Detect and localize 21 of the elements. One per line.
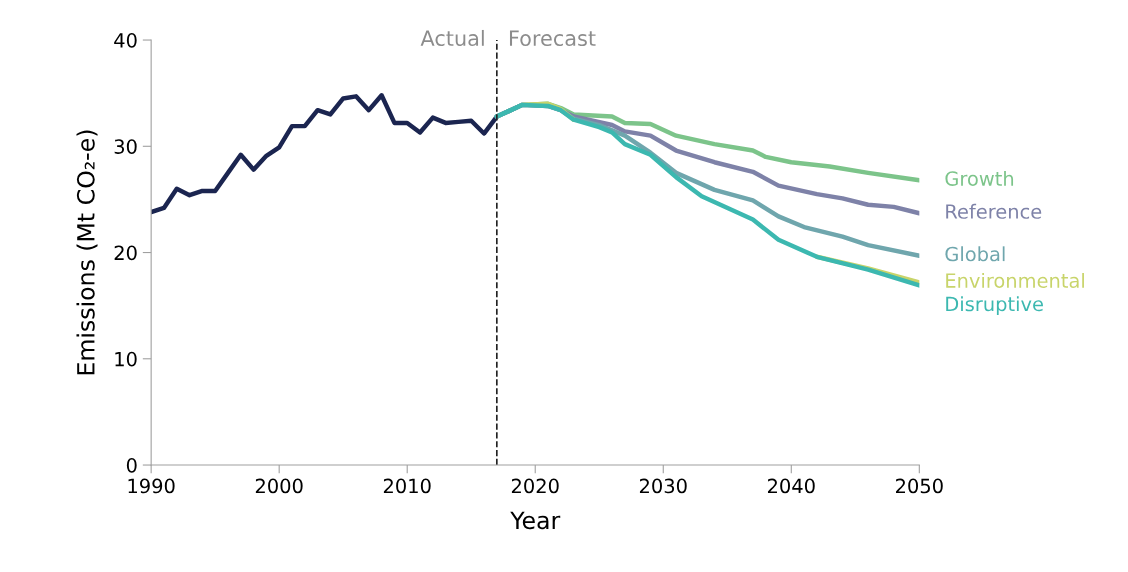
y-tick-label: 10 — [115, 351, 137, 367]
y-tick-label: 0 — [126, 457, 137, 473]
x-axis-title: Year — [510, 511, 561, 530]
x-tick-label: 2020 — [511, 478, 559, 494]
series-label: Growth — [945, 170, 1014, 186]
series-label: Global — [945, 246, 1005, 262]
annotation: Actual — [420, 29, 484, 47]
y-tick-label: 40 — [114, 33, 137, 48]
x-tick-label: 2030 — [639, 478, 687, 494]
x-tick-label: 2050 — [896, 478, 943, 494]
x-tick-label: 2000 — [255, 478, 303, 494]
annotation: Forecast — [509, 30, 596, 47]
y-tick-label: 20 — [114, 245, 137, 261]
series-label: Environmental — [946, 272, 1084, 288]
x-tick-label: 2010 — [383, 478, 431, 494]
y-tick-label: 30 — [114, 139, 137, 154]
x-tick-label: 2040 — [767, 478, 815, 494]
y-axis-title: Emissions (Mt CO₂-e) — [76, 130, 98, 375]
series-label: Disruptive — [946, 296, 1043, 316]
series-label: Reference — [946, 203, 1042, 219]
x-tick-label: 1990 — [128, 478, 175, 494]
